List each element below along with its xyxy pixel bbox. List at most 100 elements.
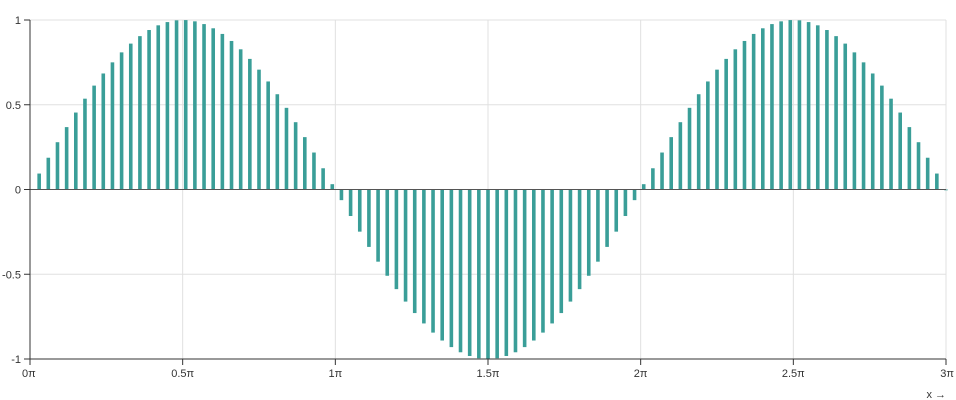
bar-73	[706, 81, 710, 190]
x-tick-label-5: 2.5π	[782, 368, 805, 380]
bar-34	[348, 189, 353, 217]
bar-80	[770, 24, 774, 190]
bar-81	[779, 21, 783, 190]
bar-53	[522, 189, 527, 348]
bar-66	[641, 184, 646, 190]
bar-1	[46, 157, 51, 190]
bar-55	[541, 189, 545, 333]
bar-31	[321, 168, 325, 190]
bar-23	[248, 58, 252, 190]
bar-32	[330, 184, 335, 190]
axes: 1 0.5 0 -0.5 -10π 0.5π 1π 1.5π 2π 2.5π 3π	[2, 15, 954, 380]
bar-21	[229, 40, 234, 190]
bar-89	[852, 52, 857, 190]
bar-18	[202, 24, 206, 190]
bar-8	[110, 62, 115, 190]
bar-5	[83, 98, 87, 190]
bar-69	[669, 137, 673, 190]
bar-13	[156, 25, 161, 190]
bar-90	[861, 62, 866, 190]
bar-74	[715, 69, 719, 190]
x-tick-label-4: 2π	[634, 368, 648, 380]
bar-70	[678, 122, 683, 190]
bar-2	[55, 142, 60, 190]
y-tick-label-4: -1	[11, 354, 21, 366]
bar-96	[916, 142, 921, 190]
bar-3	[64, 127, 69, 190]
bar-48	[477, 189, 481, 359]
bar-65	[632, 189, 637, 201]
bar-17	[193, 21, 197, 190]
bar-56	[550, 189, 554, 324]
bar-33	[339, 189, 344, 201]
bar-58	[568, 189, 573, 302]
bar-78	[751, 33, 756, 190]
bar-19	[211, 28, 215, 190]
bar-26	[275, 94, 280, 190]
bar-12	[147, 30, 151, 190]
bar-16	[183, 20, 188, 190]
bar-52	[513, 189, 518, 353]
bar-61	[596, 189, 600, 262]
bar-46	[458, 189, 463, 353]
bar-93	[889, 98, 893, 190]
bar-39	[394, 189, 399, 290]
bar-47	[467, 189, 472, 356]
bar-94	[898, 112, 902, 190]
bar-24	[257, 69, 261, 190]
bar-50	[495, 189, 499, 359]
bar-9	[119, 52, 124, 190]
bar-60	[586, 189, 591, 276]
bar-71	[687, 107, 692, 190]
bar-95	[907, 127, 912, 190]
bar-98	[935, 173, 939, 190]
bar-10	[128, 43, 133, 190]
bar-series	[37, 20, 948, 359]
bar-14	[165, 22, 170, 190]
x-tick-label-1: 0.5π	[171, 368, 194, 380]
bar-15	[174, 20, 179, 190]
x-tick-label-2: 1π	[328, 368, 342, 380]
bar-82	[788, 20, 793, 190]
y-tick-label-3: -0.5	[2, 269, 21, 281]
x-tick-label-6: 3π	[940, 368, 954, 380]
bar-45	[449, 189, 454, 348]
bar-51	[504, 189, 509, 356]
bar-42	[422, 189, 426, 324]
y-tick-label-1: 0.5	[6, 100, 21, 112]
bar-25	[266, 81, 270, 190]
bar-7	[101, 73, 106, 190]
y-tick-label-0: 1	[15, 15, 21, 27]
y-tick-label-2: 0	[15, 185, 21, 197]
bar-83	[797, 20, 802, 190]
bar-72	[696, 94, 701, 190]
bar-63	[614, 189, 619, 232]
bar-77	[742, 40, 747, 190]
bar-88	[843, 43, 848, 190]
bar-85	[815, 25, 820, 190]
bar-0	[37, 173, 41, 190]
bar-27	[284, 107, 289, 190]
bar-75	[724, 58, 728, 190]
bar-35	[357, 189, 362, 232]
bar-84	[806, 22, 811, 190]
bar-59	[577, 189, 582, 290]
bar-54	[532, 189, 536, 341]
bar-38	[385, 189, 390, 276]
bar-29	[303, 137, 307, 190]
bar-43	[431, 189, 435, 333]
bar-28	[293, 122, 298, 190]
bar-62	[605, 189, 609, 247]
x-tick-label-0: 0π	[22, 368, 36, 380]
bar-6	[92, 85, 96, 190]
bar-20	[220, 33, 225, 190]
bar-64	[623, 189, 628, 217]
bar-11	[138, 36, 142, 190]
bar-87	[834, 36, 838, 190]
bar-44	[440, 189, 444, 341]
bar-41	[412, 189, 417, 314]
bar-67	[651, 168, 655, 190]
bar-4	[74, 112, 78, 190]
